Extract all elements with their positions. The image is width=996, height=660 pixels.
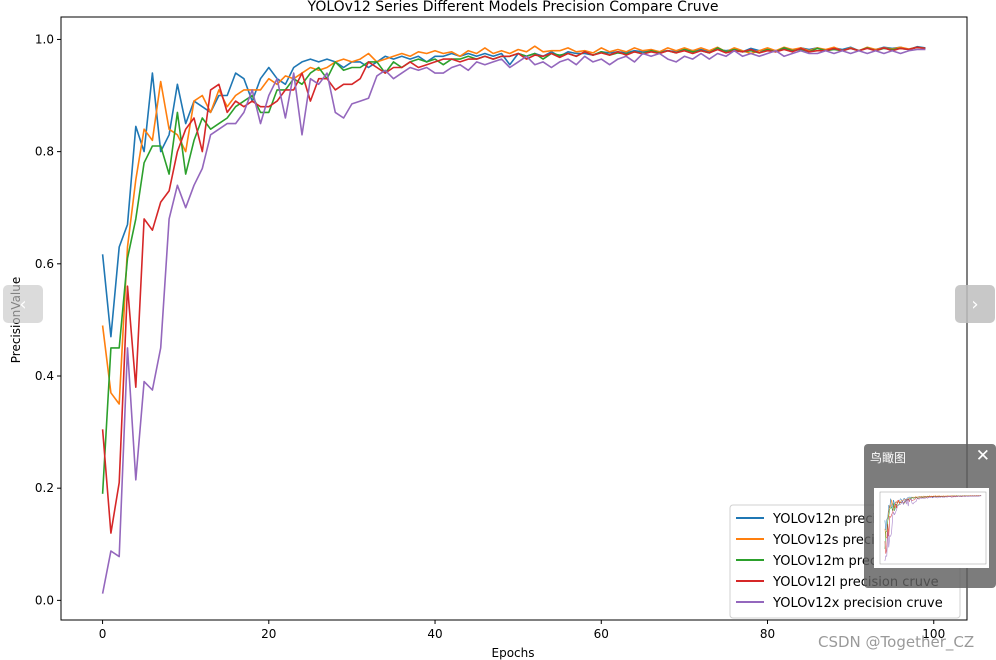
watermark: CSDN @Together_CZ <box>818 633 975 651</box>
x-axis-ticks: 0 20 40 60 80 100 <box>99 620 945 641</box>
y-tick-label: 0.6 <box>35 257 54 271</box>
series-line-0 <box>101 45 926 338</box>
thumb-frame <box>879 491 987 565</box>
x-tick-label: 0 <box>99 627 107 641</box>
overview-thumbnail[interactable] <box>874 488 989 568</box>
thumb-series-3 <box>884 495 982 554</box>
thumb-series-4 <box>884 495 982 561</box>
series-lines <box>101 45 926 594</box>
x-axis-label: Epochs <box>492 646 535 660</box>
x-tick-label: 20 <box>261 627 276 641</box>
y-tick-label: 1.0 <box>35 32 54 46</box>
y-tick-label: 0.8 <box>35 145 54 159</box>
legend-label-4: YOLOv12x precision cruve <box>772 596 943 611</box>
y-tick-label: 0.4 <box>35 369 54 383</box>
series-line-3 <box>101 46 926 534</box>
y-tick-label: 0.2 <box>35 481 54 495</box>
series-line-1 <box>101 45 926 405</box>
x-tick-label: 100 <box>922 627 945 641</box>
chevron-left-icon: ‹ <box>19 293 27 315</box>
overview-title: 鸟瞰图 <box>870 451 907 465</box>
x-tick-label: 60 <box>594 627 609 641</box>
x-tick-label: 40 <box>427 627 442 641</box>
x-tick-label: 80 <box>760 627 775 641</box>
chart-title: YOLOv12 Series Different Models Precisio… <box>307 0 719 15</box>
close-icon[interactable]: ✕ <box>975 446 990 466</box>
previous-image-button[interactable]: ‹ <box>3 285 43 323</box>
chevron-right-icon: › <box>971 293 979 315</box>
thumb-series-1 <box>884 495 982 539</box>
thumbnail-chart <box>879 491 987 565</box>
y-tick-label: 0.0 <box>35 593 54 607</box>
series-line-2 <box>101 46 926 494</box>
series-line-4 <box>101 48 926 594</box>
overview-panel: 鸟瞰图 ✕ <box>864 444 996 588</box>
thumb-series-0 <box>884 495 982 531</box>
y-axis-ticks: 0.0 0.2 0.4 0.6 0.8 1.0 <box>35 32 61 607</box>
next-image-button[interactable]: › <box>955 285 995 323</box>
